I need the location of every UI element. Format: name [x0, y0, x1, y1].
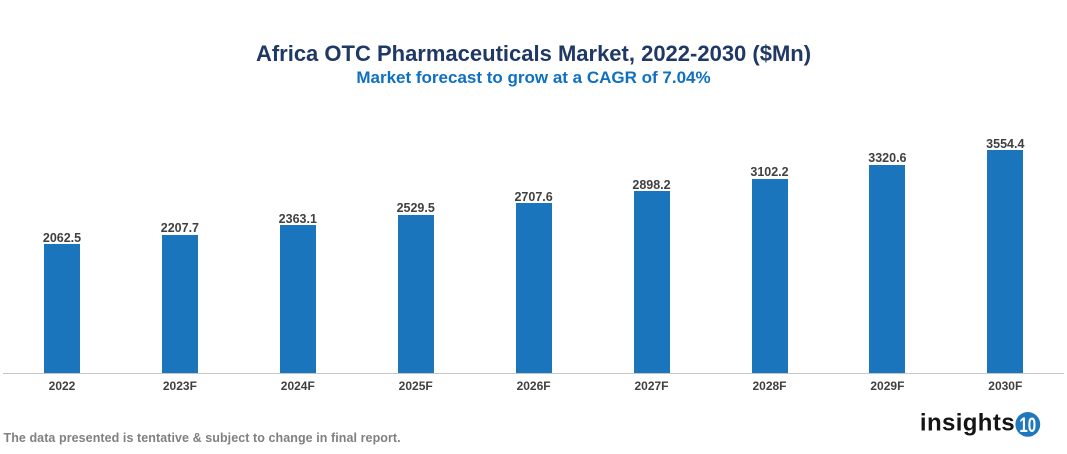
svg-text:insights: insights: [920, 410, 1015, 437]
svg-text:10: 10: [1019, 412, 1036, 436]
